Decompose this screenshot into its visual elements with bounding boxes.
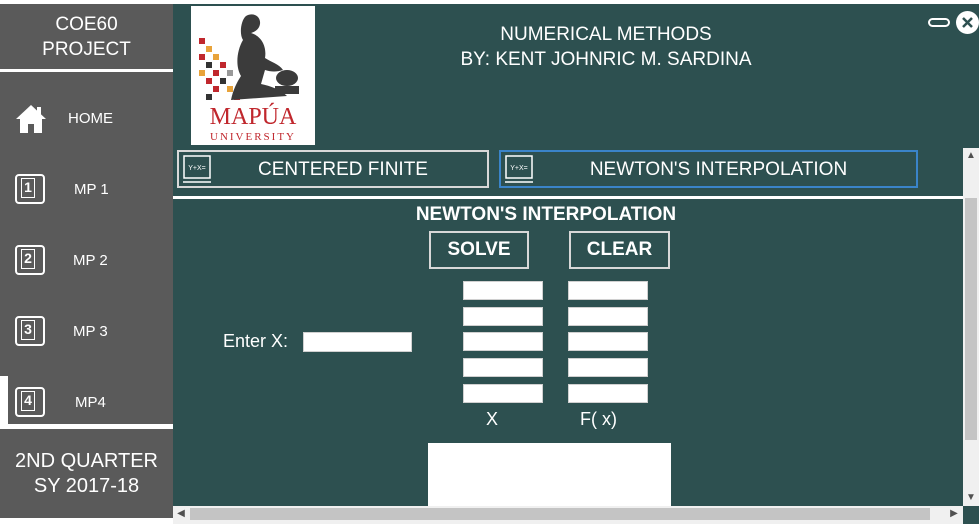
clear-button[interactable]: CLEAR [569,231,670,269]
close-icon [962,17,973,28]
fx-column-label: F( x) [580,409,617,429]
sidebar-item-mp4[interactable]: 4 MP4 [0,373,173,433]
sidebar-footer-line1: 2ND QUARTER [15,449,158,472]
vertical-scroll-thumb[interactable] [965,198,977,440]
university-logo: MAPÚA UNIVERSITY [191,6,315,145]
sidebar-menu: HOME 1 MP 1 2 MP 2 3 MP 3 4 MP4 [0,72,173,424]
scroll-up-icon[interactable]: ▲ [966,150,976,161]
fx-input-1[interactable] [568,281,648,300]
number-3-icon: 3 [15,316,45,346]
fx-input-3[interactable] [568,332,648,351]
sidebar-footer-line2: SY 2017-18 [33,474,140,497]
page-title-line2: BY: KENT JOHNRIC M. SARDINA [460,49,752,70]
sidebar-title-line2: PROJECT [42,38,131,60]
sidebar-item-label: HOME [68,110,113,127]
sidebar-item-label: MP4 [75,394,106,411]
sidebar-item-mp2[interactable]: 2 MP 2 [0,231,173,291]
scroll-left-icon[interactable]: ◀ [177,508,185,519]
number-4-icon: 4 [15,387,45,417]
scroll-right-icon[interactable]: ▶ [950,508,958,519]
x-input-4[interactable] [463,358,543,377]
sidebar-footer: 2ND QUARTER SY 2017-18 [0,429,173,518]
x-input-1[interactable] [463,281,543,300]
fx-input-2[interactable] [568,307,648,326]
sidebar-item-home[interactable]: HOME [0,88,173,148]
svg-text:Y+X=: Y+X= [510,165,528,172]
enter-x-label: Enter X: [223,331,289,351]
number-1-icon: 1 [15,174,45,204]
home-icon [16,105,46,133]
fx-input-4[interactable] [568,358,648,377]
logo-emblem-icon: MAPÚA UNIVERSITY [199,14,299,143]
page-title: NUMERICAL METHODS BY: KENT JOHNRIC M. SA… [173,22,979,72]
tab-label: NEWTON'S INTERPOLATION [589,159,848,180]
enter-x-input[interactable] [303,332,412,352]
x-column-label: X [486,409,499,429]
result-output-box [428,443,671,506]
sidebar-title: COE60 PROJECT [0,4,173,69]
fx-input-5[interactable] [568,384,648,403]
calculator-icon: Y+X= [505,155,533,183]
x-input-2[interactable] [463,307,543,326]
solve-button[interactable]: SOLVE [429,231,529,269]
section-title: NEWTON'S INTERPOLATION [415,204,677,225]
section-divider [173,196,963,199]
minimize-button[interactable] [928,18,950,27]
sidebar-item-label: MP 2 [73,252,108,269]
sidebar-item-mp3[interactable]: 3 MP 3 [0,302,173,362]
sidebar-item-label: MP 3 [73,323,108,340]
horizontal-scroll-thumb[interactable] [190,508,930,520]
sidebar-item-mp1[interactable]: 1 MP 1 [0,160,173,220]
tab-newtons-interpolation[interactable]: Y+X= NEWTON'S INTERPOLATION [499,150,918,188]
x-input-3[interactable] [463,332,543,351]
x-input-5[interactable] [463,384,543,403]
tab-label: CENTERED FINITE [258,159,428,180]
svg-text:Y+X=: Y+X= [188,165,206,172]
tab-centered-finite[interactable]: Y+X= CENTERED FINITE [177,150,489,188]
sidebar-title-line1: COE60 [55,13,118,35]
number-2-icon: 2 [15,245,45,275]
close-button[interactable] [956,11,979,34]
svg-text:UNIVERSITY: UNIVERSITY [210,131,296,143]
calculator-icon: Y+X= [183,155,211,183]
page-title-line1: NUMERICAL METHODS [500,24,712,45]
active-indicator [0,376,8,424]
scroll-down-icon[interactable]: ▼ [966,492,976,503]
svg-text:MAPÚA: MAPÚA [210,103,297,130]
sidebar-item-label: MP 1 [74,181,109,198]
